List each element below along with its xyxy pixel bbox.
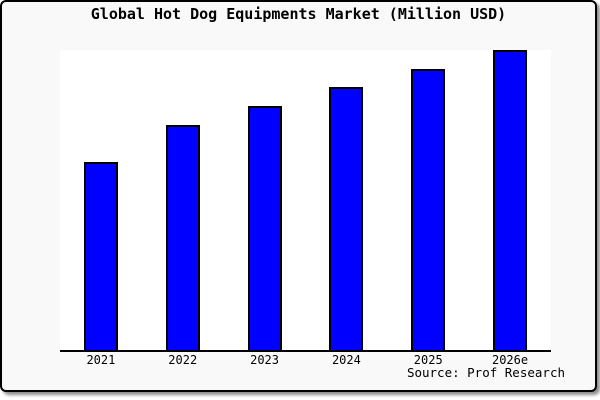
x-axis-labels: 2021 2022 2023 2024 2025 2026e: [60, 354, 551, 367]
bar-2022: [165, 124, 200, 350]
x-tick-label-2021: 2021: [86, 353, 116, 367]
bar-2025: [411, 68, 446, 350]
bar-2024: [329, 86, 364, 350]
x-tick-label-2022: 2022: [168, 353, 198, 367]
x-tick-label-2024: 2024: [331, 353, 361, 367]
bar-2026e: [493, 50, 528, 350]
chart-title: Global Hot Dog Equipments Market (Millio…: [90, 5, 507, 23]
source-note: Source: Prof Research: [406, 365, 565, 380]
bar-slot-2023: [224, 50, 306, 350]
bar-slot-2025: [387, 50, 469, 350]
x-tick-label-2025: 2025: [413, 353, 443, 367]
bar-slot-2026e: [469, 50, 551, 350]
x-tick-label-2026e: 2026e: [491, 353, 529, 367]
bar-slot-2022: [142, 50, 224, 350]
bar-slot-2024: [305, 50, 387, 350]
bar-2021: [83, 161, 118, 350]
plot-area: [60, 50, 551, 352]
bar-2023: [247, 105, 282, 350]
x-tick-label-2023: 2023: [250, 353, 280, 367]
bar-slot-2021: [60, 50, 142, 350]
